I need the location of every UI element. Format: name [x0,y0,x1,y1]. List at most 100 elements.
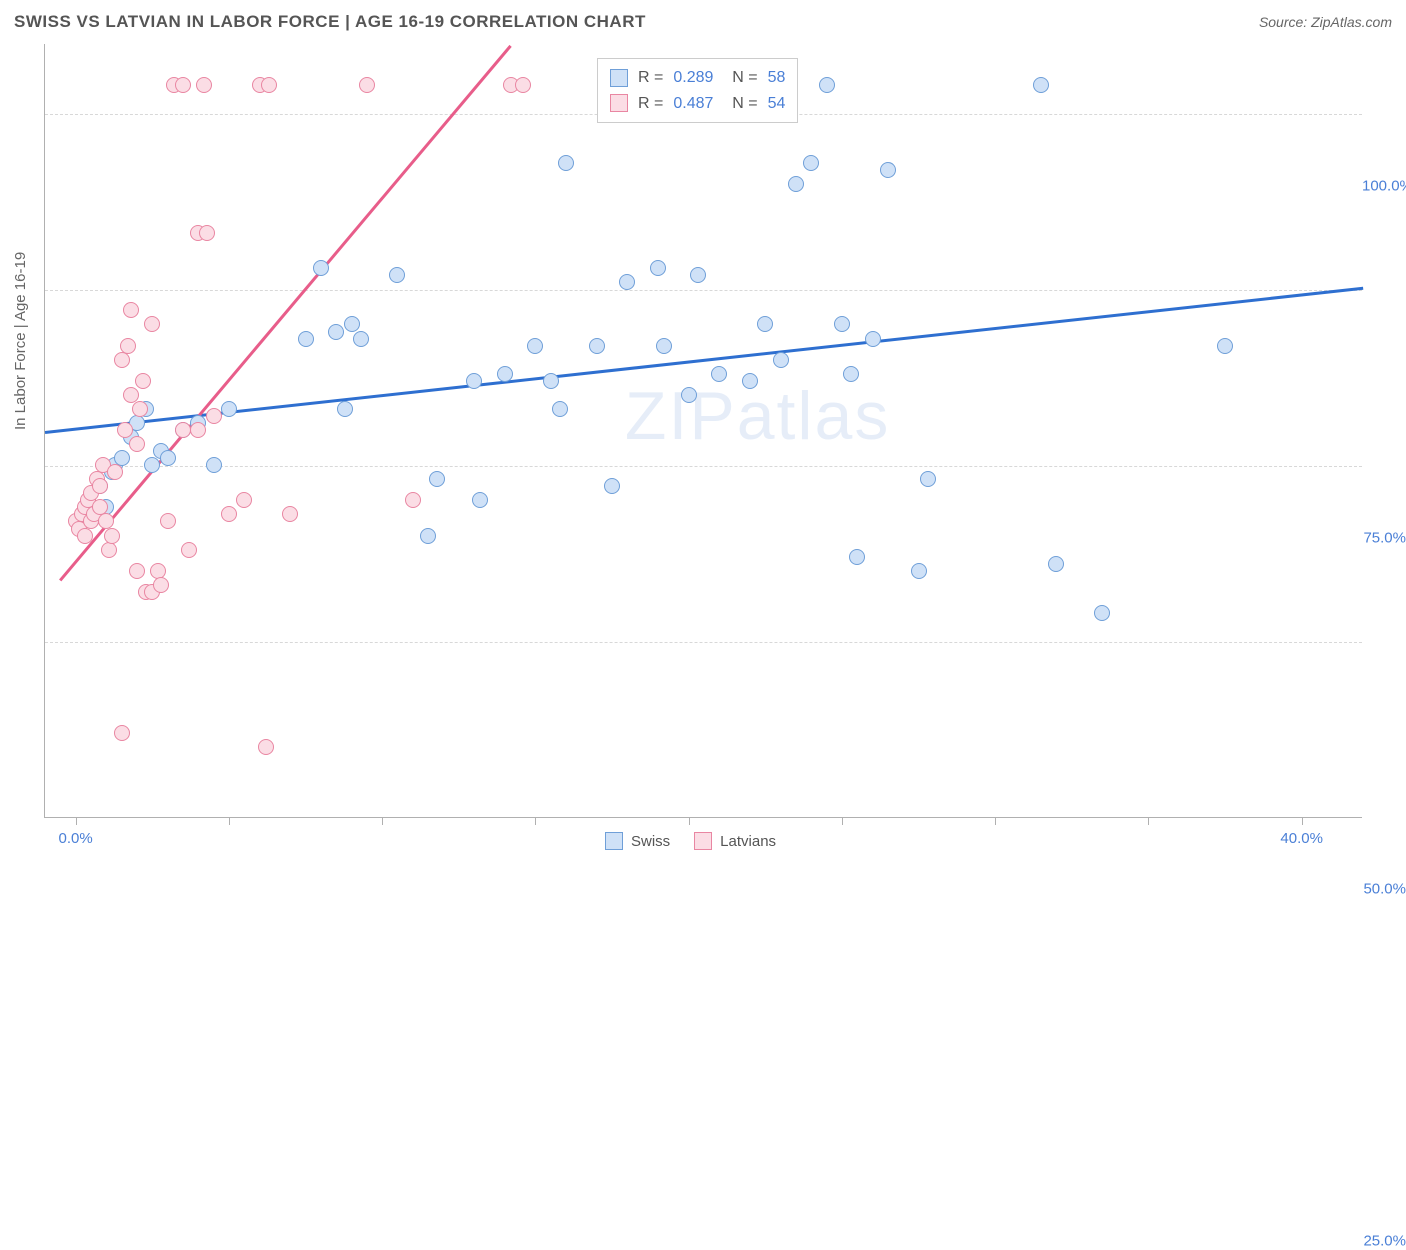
legend: Swiss Latvians [605,832,776,850]
data-point [104,528,120,544]
stat-n-value: 54 [768,91,786,117]
data-point [120,338,136,354]
legend-item: Swiss [605,832,670,850]
data-point [123,302,139,318]
legend-label: Latvians [720,833,776,850]
legend-swatch [694,832,712,850]
data-point [181,542,197,558]
x-tick [842,817,843,825]
data-point [153,577,169,593]
data-point [77,528,93,544]
data-point [313,260,329,276]
gridline-h: 75.0% [45,290,1362,291]
data-point [196,77,212,93]
data-point [843,366,859,382]
x-tick [535,817,536,825]
y-tick-label: 100.0% [1362,177,1406,194]
y-tick-label: 50.0% [1362,881,1406,898]
legend-label: Swiss [631,833,670,850]
data-point [160,450,176,466]
series-swatch [610,94,628,112]
y-axis-label: In Labor Force | Age 16-19 [12,252,29,430]
data-point [472,492,488,508]
data-point [328,324,344,340]
data-point [144,316,160,332]
data-point [656,338,672,354]
stat-n-value: 58 [768,65,786,91]
data-point [527,338,543,354]
data-point [420,528,436,544]
data-point [543,373,559,389]
watermark: ZIPatlas [625,377,890,455]
data-point [429,471,445,487]
data-point [788,176,804,192]
stat-label: R = [638,91,663,117]
data-point [405,492,421,508]
data-point [258,739,274,755]
data-point [206,457,222,473]
chart-header: SWISS VS LATVIAN IN LABOR FORCE | AGE 16… [0,0,1406,44]
data-point [880,162,896,178]
data-point [604,478,620,494]
stats-row: R = 0.487 N = 54 [610,91,785,117]
data-point [190,422,206,438]
data-point [466,373,482,389]
data-point [1094,605,1110,621]
data-point [742,373,758,389]
x-tick [382,817,383,825]
data-point [261,77,277,93]
data-point [757,316,773,332]
data-point [129,436,145,452]
x-tick-label: 40.0% [1280,830,1323,847]
legend-swatch [605,832,623,850]
data-point [206,408,222,424]
stats-box: R = 0.289 N = 58R = 0.487 N = 54 [597,58,798,123]
data-point [175,77,191,93]
chart-source: Source: ZipAtlas.com [1259,14,1392,30]
data-point [650,260,666,276]
data-point [135,373,151,389]
data-point [114,725,130,741]
data-point [359,77,375,93]
data-point [144,457,160,473]
data-point [711,366,727,382]
data-point [337,401,353,417]
stat-label: N = [723,91,757,117]
data-point [298,331,314,347]
x-tick [229,817,230,825]
x-tick [689,817,690,825]
gridline-h: 25.0% [45,642,1362,643]
x-tick [1148,817,1149,825]
y-tick-label: 25.0% [1362,1233,1406,1250]
data-point [101,542,117,558]
data-point [132,401,148,417]
data-point [92,478,108,494]
x-tick [995,817,996,825]
data-point [107,464,123,480]
legend-item: Latvians [694,832,776,850]
stat-r-value: 0.289 [673,65,713,91]
y-tick-label: 75.0% [1362,529,1406,546]
data-point [1048,556,1064,572]
data-point [199,225,215,241]
x-tick-label: 0.0% [59,830,93,847]
stat-label: R = [638,65,663,91]
gridline-h: 50.0% [45,466,1362,467]
data-point [236,492,252,508]
data-point [160,513,176,529]
data-point [515,77,531,93]
data-point [389,267,405,283]
data-point [589,338,605,354]
data-point [849,549,865,565]
data-point [773,352,789,368]
data-point [282,506,298,522]
plot-area: ZIPatlas 25.0%50.0%75.0%100.0%0.0%40.0%R… [44,44,1362,818]
data-point [690,267,706,283]
data-point [552,401,568,417]
data-point [129,563,145,579]
data-point [865,331,881,347]
stat-r-value: 0.487 [673,91,713,117]
data-point [1217,338,1233,354]
data-point [1033,77,1049,93]
data-point [619,274,635,290]
